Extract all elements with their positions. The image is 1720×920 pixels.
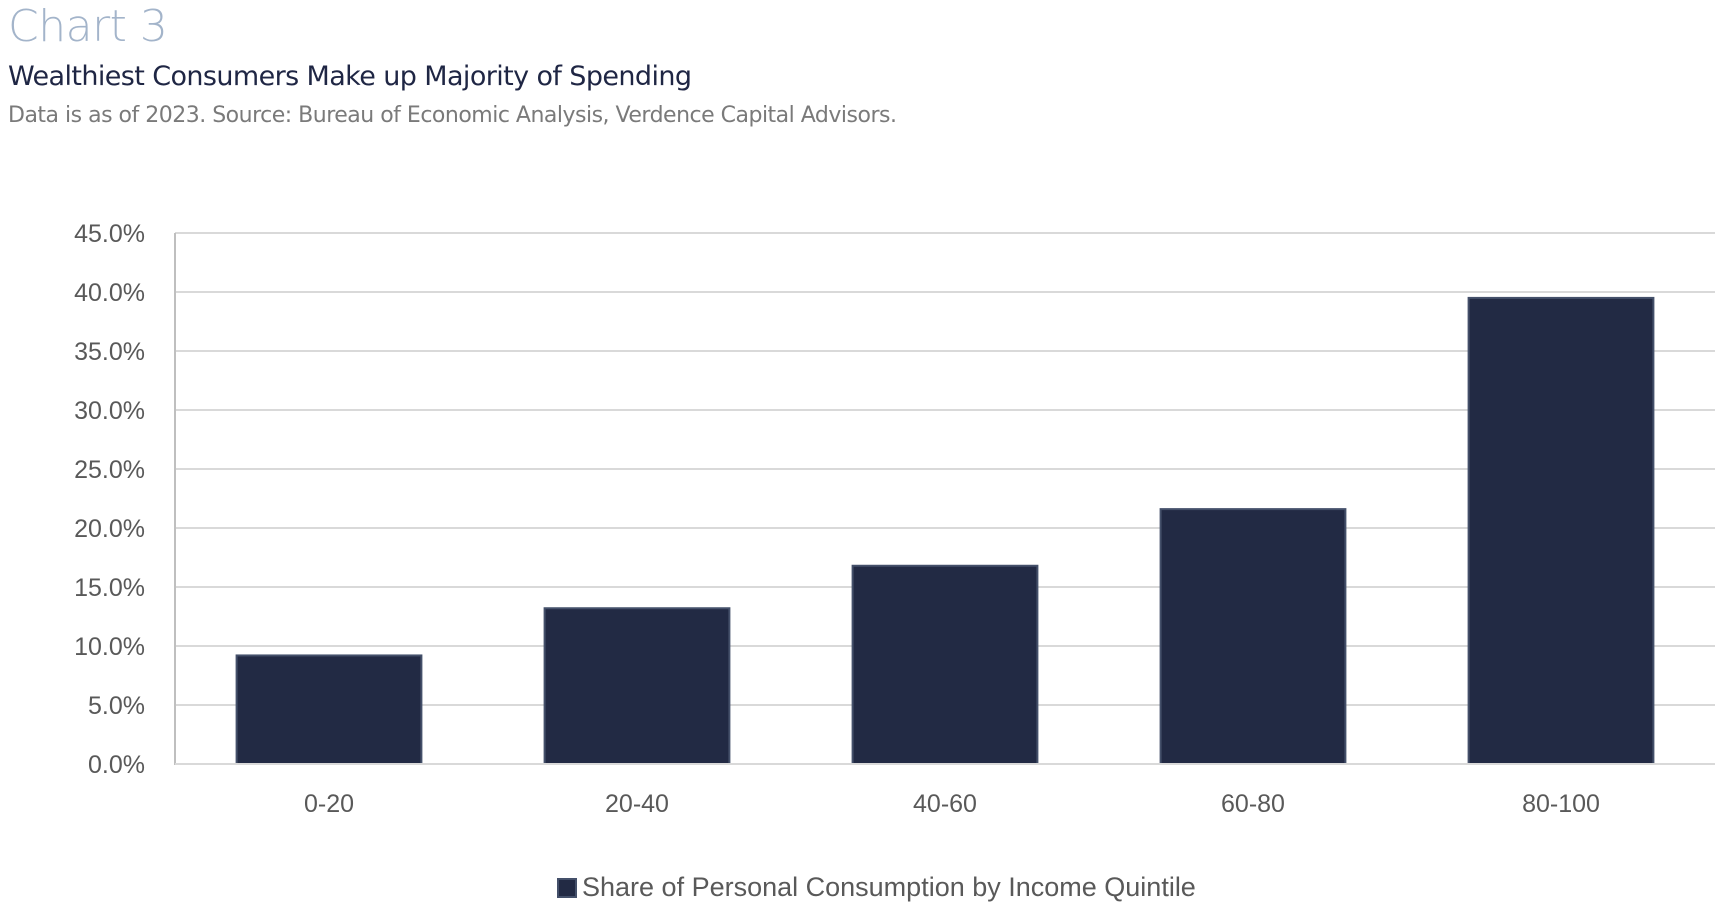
y-tick-label: 30.0% bbox=[74, 397, 145, 425]
chart-number: Chart 3 bbox=[8, 1, 168, 52]
y-tick-label: 0.0% bbox=[88, 751, 145, 779]
x-tick-label: 40-60 bbox=[913, 790, 977, 818]
legend-label: Share of Personal Consumption by Income … bbox=[582, 872, 1196, 902]
y-tick-label: 35.0% bbox=[74, 338, 145, 366]
y-tick-label: 45.0% bbox=[74, 220, 145, 248]
y-tick-label: 15.0% bbox=[74, 574, 145, 602]
bar bbox=[543, 607, 731, 765]
bar bbox=[1467, 296, 1655, 765]
bar bbox=[235, 654, 423, 765]
chart-subtitle: Data is as of 2023. Source: Bureau of Ec… bbox=[8, 103, 897, 128]
y-tick-label: 40.0% bbox=[74, 279, 145, 307]
y-tick-label: 5.0% bbox=[88, 692, 145, 720]
chart-title: Wealthiest Consumers Make up Majority of… bbox=[8, 61, 692, 92]
axes bbox=[174, 233, 1715, 765]
y-axis-tick-labels: 0.0% 5.0% 10.0% 15.0% 20.0% 25.0% 30.0% 35.0% 40… bbox=[74, 220, 145, 779]
x-tick-label: 60-80 bbox=[1221, 790, 1285, 818]
legend: Share of Personal Consumption by Income … bbox=[557, 872, 1196, 903]
x-axis-tick-labels: 0-20 20-40 40-60 60-80 80-100 bbox=[304, 790, 1600, 818]
y-tick-label: 20.0% bbox=[74, 515, 145, 543]
y-tick-label: 10.0% bbox=[74, 633, 145, 661]
y-tick-label: 25.0% bbox=[74, 456, 145, 484]
legend-swatch bbox=[557, 877, 577, 898]
x-tick-label: 0-20 bbox=[304, 790, 354, 818]
gridlines bbox=[175, 232, 1715, 706]
x-tick-label: 80-100 bbox=[1522, 790, 1600, 818]
bar bbox=[851, 564, 1039, 766]
x-tick-label: 20-40 bbox=[605, 790, 669, 818]
bars bbox=[235, 296, 1655, 766]
bar bbox=[1159, 508, 1347, 765]
